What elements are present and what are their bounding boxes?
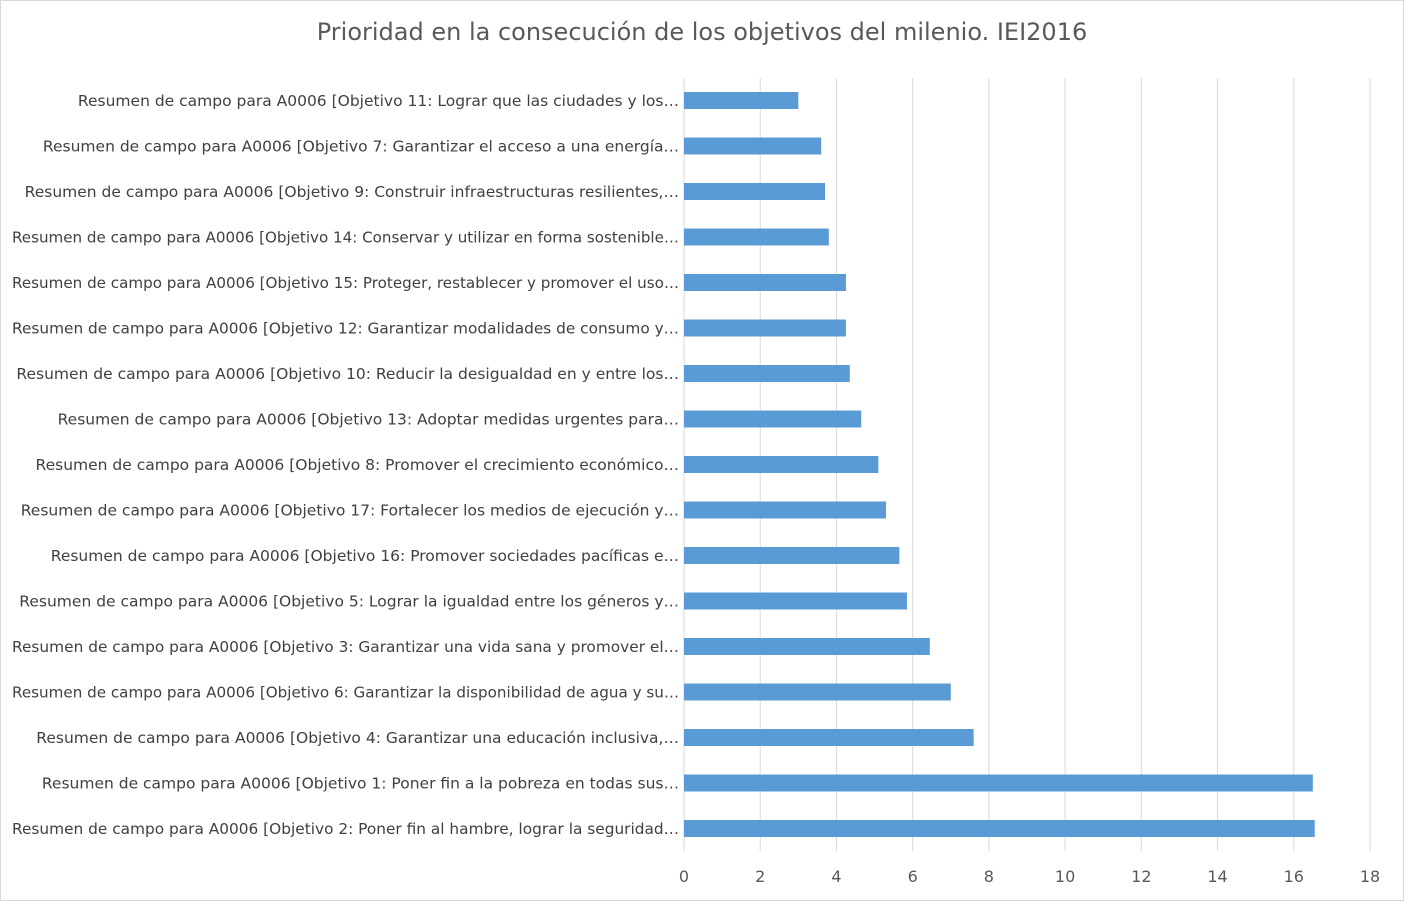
bar xyxy=(684,456,879,473)
bar xyxy=(684,638,930,655)
bar xyxy=(684,228,829,246)
bar xyxy=(684,137,822,155)
category-label: Resumen de campo para A0006 [Objetivo 6:… xyxy=(12,684,679,702)
bar xyxy=(684,729,974,746)
category-label: Resumen de campo para A0006 [Objetivo 13… xyxy=(58,411,679,429)
x-axis-ticks: 0 2 4 6 8 10 12 14 16 18 xyxy=(679,867,1380,886)
bar xyxy=(684,319,846,337)
x-tick-label: 14 xyxy=(1207,867,1227,886)
x-tick-label: 4 xyxy=(831,867,841,886)
category-label: Resumen de campo para A0006 [Objetivo 10… xyxy=(16,365,679,383)
category-label: Resumen de campo para A0006 [Objetivo 1:… xyxy=(42,775,679,793)
category-label: Resumen de campo para A0006 [Objetivo 7:… xyxy=(43,138,679,156)
bar xyxy=(684,92,799,109)
bar xyxy=(684,683,951,701)
bar xyxy=(684,274,846,291)
bar xyxy=(684,820,1315,837)
category-label: Resumen de campo para A0006 [Objetivo 4:… xyxy=(36,729,679,747)
x-tick-label: 18 xyxy=(1360,867,1380,886)
category-label: Resumen de campo para A0006 [Objetivo 15… xyxy=(12,274,679,292)
x-tick-label: 8 xyxy=(984,867,994,886)
category-label: Resumen de campo para A0006 [Objetivo 11… xyxy=(78,92,679,110)
category-label: Resumen de campo para A0006 [Objetivo 12… xyxy=(12,320,679,338)
category-labels: Resumen de campo para A0006 [Objetivo 11… xyxy=(12,92,679,838)
category-label: Resumen de campo para A0006 [Objetivo 5:… xyxy=(19,593,679,611)
bar xyxy=(684,774,1313,792)
bar xyxy=(684,501,886,519)
category-label: Resumen de campo para A0006 [Objetivo 3:… xyxy=(12,638,679,656)
x-tick-label: 12 xyxy=(1131,867,1151,886)
category-label: Resumen de campo para A0006 [Objetivo 2:… xyxy=(12,820,679,838)
x-tick-label: 6 xyxy=(908,867,918,886)
bar xyxy=(684,183,826,200)
bars xyxy=(684,92,1315,837)
category-label: Resumen de campo para A0006 [Objetivo 8:… xyxy=(36,456,679,474)
x-tick-label: 10 xyxy=(1055,867,1075,886)
bar xyxy=(684,410,862,428)
category-label: Resumen de campo para A0006 [Objetivo 9:… xyxy=(25,183,679,201)
x-tick-label: 16 xyxy=(1284,867,1304,886)
chart-title: Prioridad en la consecución de los objet… xyxy=(316,18,1088,46)
category-label: Resumen de campo para A0006 [Objetivo 17… xyxy=(21,502,679,520)
x-tick-label: 2 xyxy=(755,867,765,886)
bar xyxy=(684,592,907,610)
x-tick-label: 0 xyxy=(679,867,689,886)
bar xyxy=(684,547,900,564)
bar xyxy=(684,365,850,382)
category-label: Resumen de campo para A0006 [Objetivo 16… xyxy=(51,547,679,565)
category-label: Resumen de campo para A0006 [Objetivo 14… xyxy=(12,229,679,247)
